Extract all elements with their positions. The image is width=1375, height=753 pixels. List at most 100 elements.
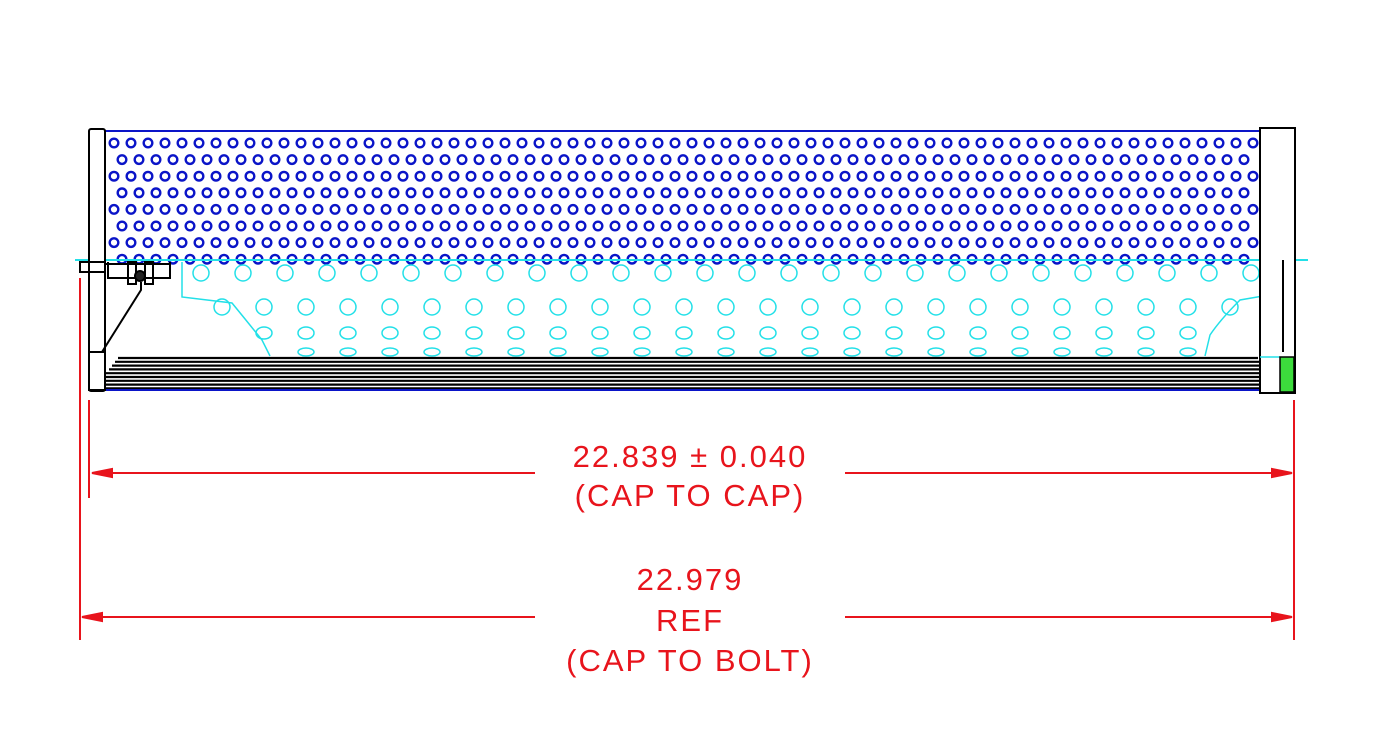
perforation-hole xyxy=(320,220,332,232)
perforation-hole xyxy=(150,220,162,232)
perforation-hole xyxy=(652,137,664,149)
perforation-hole xyxy=(312,137,324,149)
perforation-hole xyxy=(1128,237,1140,249)
core-hole xyxy=(1011,298,1029,316)
perforation-hole xyxy=(1153,154,1165,166)
core-hole xyxy=(1095,347,1113,357)
perforation-hole xyxy=(711,187,723,199)
perforation-hole xyxy=(286,154,298,166)
perforation-hole xyxy=(533,137,545,149)
perforation-hole xyxy=(133,187,145,199)
perforation-hole xyxy=(533,237,545,249)
perforation-hole xyxy=(856,137,868,149)
perforation-hole xyxy=(618,237,630,249)
perforation-hole xyxy=(839,237,851,249)
perforation-hole xyxy=(1077,170,1089,182)
core-hole xyxy=(1158,264,1176,282)
perforation-hole xyxy=(983,154,995,166)
perforation-hole xyxy=(839,203,851,215)
core-hole xyxy=(1053,326,1071,340)
perforation-hole xyxy=(1196,137,1208,149)
perforation-hole xyxy=(227,237,239,249)
perforation-hole xyxy=(847,154,859,166)
perforation-hole xyxy=(1247,170,1259,182)
perforation-hole xyxy=(329,203,341,215)
perforation-hole xyxy=(941,203,953,215)
perforation-hole xyxy=(635,170,647,182)
perforation-hole xyxy=(533,203,545,215)
perforation-hole xyxy=(286,187,298,199)
perforation-hole xyxy=(1153,187,1165,199)
perforation-hole xyxy=(1128,170,1140,182)
perforation-hole xyxy=(788,137,800,149)
perforation-hole xyxy=(524,187,536,199)
perforation-hole xyxy=(669,137,681,149)
perforation-hole xyxy=(584,237,596,249)
core-hole xyxy=(843,347,861,357)
left-cap-seat xyxy=(88,351,106,391)
perforation-hole xyxy=(601,170,613,182)
core-hole xyxy=(1095,298,1113,316)
core-hole xyxy=(1011,347,1029,357)
perforation-hole xyxy=(924,203,936,215)
perforation-hole xyxy=(499,137,511,149)
perforation-hole xyxy=(983,220,995,232)
perforation-hole xyxy=(686,137,698,149)
perforation-hole xyxy=(1221,220,1233,232)
core-hole xyxy=(444,264,462,282)
perforation-hole xyxy=(813,220,825,232)
perforation-hole xyxy=(210,237,222,249)
perforation-hole xyxy=(1196,170,1208,182)
perforation-hole xyxy=(397,170,409,182)
perforation-hole xyxy=(992,237,1004,249)
perforation-hole xyxy=(1213,137,1225,149)
perforation-hole xyxy=(720,137,732,149)
perforation-hole xyxy=(1068,187,1080,199)
perforation-hole xyxy=(116,187,128,199)
perforation-hole xyxy=(405,187,417,199)
core-hole xyxy=(759,298,777,316)
perforation-hole xyxy=(473,154,485,166)
perforation-hole xyxy=(303,220,315,232)
perforation-hole xyxy=(924,137,936,149)
core-hole xyxy=(297,347,315,357)
perforation-hole xyxy=(601,137,613,149)
perforation-hole xyxy=(652,203,664,215)
perforation-hole xyxy=(771,203,783,215)
perforation-hole xyxy=(1204,187,1216,199)
perforation-hole xyxy=(949,220,961,232)
perforation-hole xyxy=(1213,170,1225,182)
perforation-hole xyxy=(346,237,358,249)
perforation-hole xyxy=(983,187,995,199)
perforation-hole xyxy=(159,170,171,182)
perforation-hole xyxy=(788,237,800,249)
core-hole xyxy=(549,326,567,340)
core-hole xyxy=(696,264,714,282)
perforation-hole xyxy=(176,137,188,149)
perforation-hole xyxy=(269,220,281,232)
core-hole xyxy=(990,264,1008,282)
perforation-hole xyxy=(907,203,919,215)
perforation-hole xyxy=(1230,237,1242,249)
perforation-hole xyxy=(235,187,247,199)
core-hole xyxy=(297,326,315,340)
perforation-hole xyxy=(1026,137,1038,149)
perforation-hole xyxy=(167,220,179,232)
perforation-hole xyxy=(176,170,188,182)
core-hole xyxy=(423,347,441,357)
core-hole xyxy=(255,326,273,340)
perforation-hole xyxy=(567,203,579,215)
perforation-hole xyxy=(363,237,375,249)
perforation-hole xyxy=(618,170,630,182)
perforation-hole xyxy=(966,220,978,232)
perforation-hole xyxy=(269,187,281,199)
perforation-hole xyxy=(1102,154,1114,166)
perforation-hole xyxy=(813,187,825,199)
perforation-hole xyxy=(499,237,511,249)
perforation-hole xyxy=(1247,137,1259,149)
perforation-hole xyxy=(915,220,927,232)
perforation-hole xyxy=(482,137,494,149)
perforation-hole xyxy=(1102,187,1114,199)
perforation-hole xyxy=(737,237,749,249)
perforation-hole xyxy=(958,137,970,149)
